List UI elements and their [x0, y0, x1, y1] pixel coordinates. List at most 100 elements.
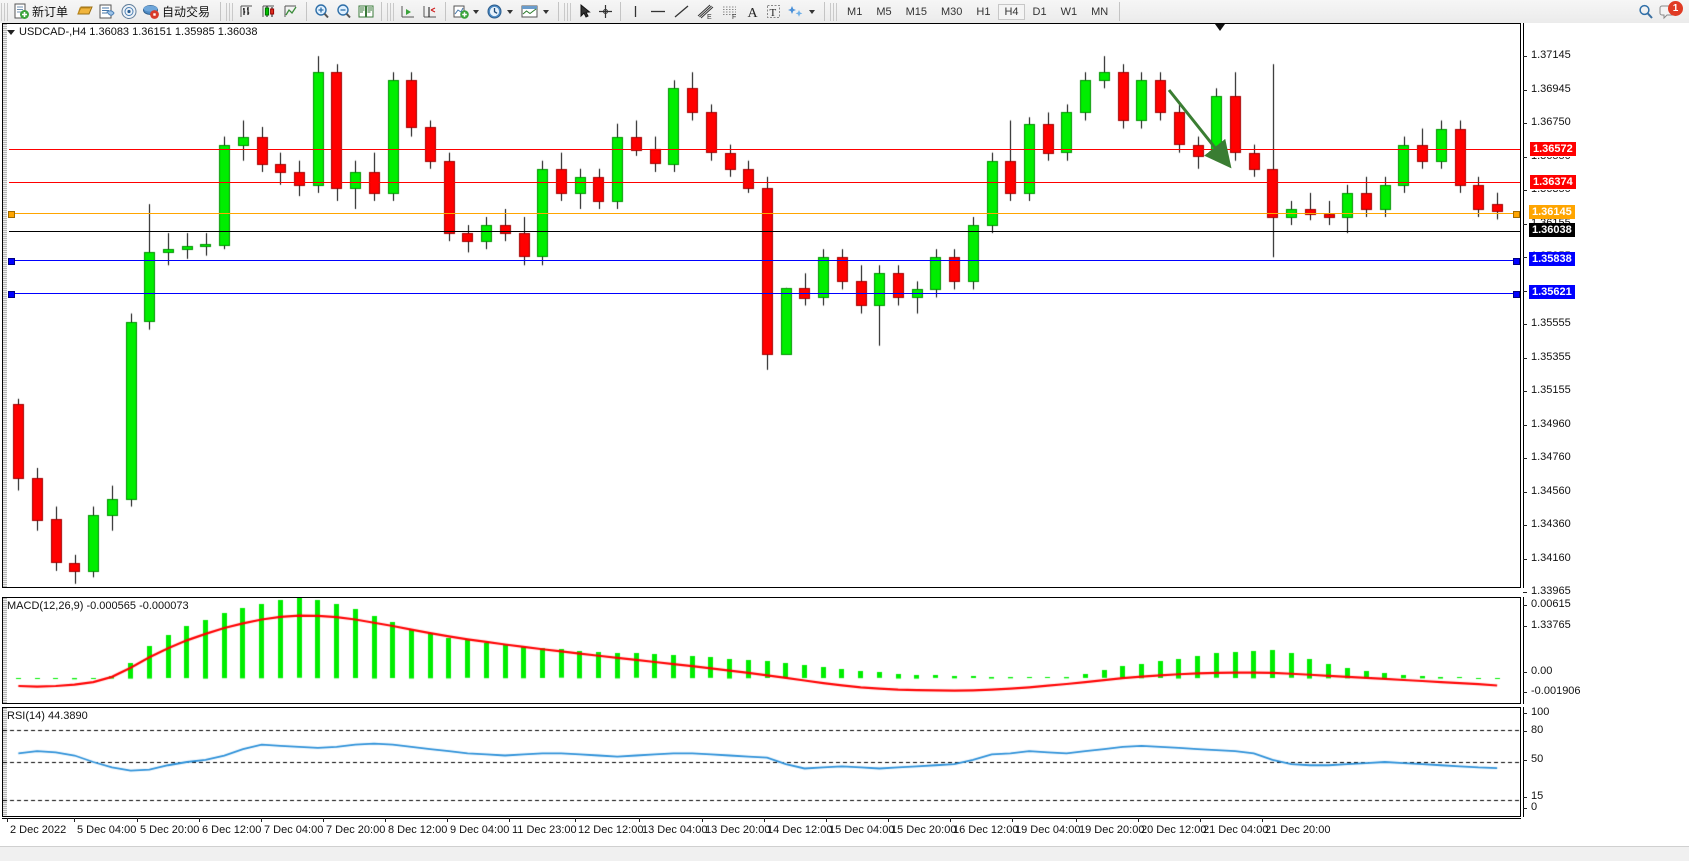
price-tick-mark — [1523, 358, 1527, 359]
toolbar-grip-4[interactable] — [564, 2, 572, 21]
rsi-pane[interactable]: RSI(14) 44.3890 — [2, 707, 1521, 817]
text-icon: A — [748, 6, 759, 20]
macd-tick-label: -0.001906 — [1531, 685, 1581, 697]
timeframe-m5[interactable]: M5 — [876, 5, 892, 18]
chevron-down-icon[interactable] — [473, 9, 480, 14]
new-order-button[interactable]: 新订单 — [11, 1, 74, 22]
pivot-line-tag[interactable]: 1.36145 — [1529, 205, 1575, 219]
time-tick-label: 11 Dec 23:00 — [512, 824, 577, 836]
current-price-line-tag[interactable]: 1.36038 — [1529, 223, 1575, 237]
timeframe-h4[interactable]: H4 — [998, 3, 1025, 20]
equidistant-channel-button[interactable]: E — [694, 1, 718, 22]
bar-chart-button[interactable] — [236, 1, 258, 22]
timeframe-mn[interactable]: MN — [1091, 5, 1109, 18]
price-axis[interactable]: 1.371451.369451.367501.365501.363501.361… — [1523, 23, 1689, 818]
macd-tick-label: 0.00 — [1531, 665, 1553, 677]
notifications-button[interactable]: 1 — [1657, 0, 1683, 22]
rsi-canvas — [3, 708, 1520, 816]
text-button[interactable]: A — [742, 1, 763, 22]
timeframe-m30[interactable]: M30 — [941, 5, 963, 18]
chart-area: USDCAD-,H4 1.36083 1.36151 1.35985 1.360… — [0, 23, 1689, 860]
period-button[interactable] — [484, 1, 518, 22]
support-line-2-anchor-left[interactable] — [8, 291, 15, 298]
text-label-button[interactable]: T — [763, 1, 784, 22]
chart-shift-button[interactable] — [397, 1, 419, 22]
horizontal-line-button[interactable] — [646, 1, 670, 22]
chevron-down-icon-symbol[interactable] — [7, 29, 15, 35]
time-tick-mark — [764, 818, 765, 822]
main-toolbar: 新订单 自动交易 — [0, 0, 1689, 24]
templates-icon — [521, 5, 538, 18]
pivot-line-anchor-left[interactable] — [8, 211, 15, 218]
data-window-icon — [99, 4, 115, 19]
cursor-button[interactable] — [574, 1, 595, 22]
zoom-in-icon — [315, 4, 329, 19]
toolbar-grip-3[interactable] — [387, 2, 395, 21]
auto-trading-button[interactable]: 自动交易 — [140, 1, 216, 22]
toolbar-divider-6 — [620, 2, 622, 21]
support-line-1-anchor-right[interactable] — [1513, 258, 1520, 265]
macd-pane[interactable]: MACD(12,26,9) -0.000565 -0.000073 — [2, 597, 1521, 704]
resistance-line-1-tag[interactable]: 1.36572 — [1529, 141, 1577, 157]
chevron-down-icon-4[interactable] — [809, 9, 816, 14]
zoom-out-button[interactable] — [333, 1, 355, 22]
candlestick-chart-button[interactable] — [258, 1, 280, 22]
chevron-down-icon-2[interactable] — [507, 9, 514, 14]
timeframe-d1[interactable]: D1 — [1032, 5, 1047, 18]
macd-tick-mark — [1523, 605, 1527, 606]
time-tick-mark — [7, 818, 8, 822]
support-line-2-tag[interactable]: 1.35621 — [1529, 285, 1575, 299]
time-tick-mark — [199, 818, 200, 822]
crosshair-button[interactable] — [595, 1, 616, 22]
timeframe-m1[interactable]: M1 — [847, 5, 863, 18]
vertical-line-icon — [634, 6, 637, 17]
market-watch-button[interactable] — [74, 1, 96, 22]
toolbar-grip-5[interactable] — [830, 2, 838, 21]
timeframe-w1[interactable]: W1 — [1060, 5, 1078, 18]
resistance-line-2-tag[interactable]: 1.36374 — [1529, 174, 1577, 190]
resistance-line-2[interactable] — [9, 182, 1520, 183]
data-window-button[interactable] — [96, 1, 118, 22]
navigator-button[interactable] — [118, 1, 140, 22]
macd-label: MACD(12,26,9) -0.000565 -0.000073 — [7, 600, 189, 612]
time-tick-mark — [950, 818, 951, 822]
support-line-1[interactable] — [9, 260, 1520, 261]
current-price-line — [9, 231, 1520, 232]
tile-windows-button[interactable] — [355, 1, 377, 22]
support-line-2-anchor-right[interactable] — [1513, 291, 1520, 298]
support-line-1-tag[interactable]: 1.35838 — [1529, 252, 1575, 266]
chevron-down-icon-3[interactable] — [543, 9, 550, 14]
toolbar-grip-2[interactable] — [226, 2, 234, 21]
candlestick-canvas — [3, 24, 1520, 587]
price-pane[interactable]: USDCAD-,H4 1.36083 1.36151 1.35985 1.360… — [2, 23, 1521, 588]
support-line-1-anchor-left[interactable] — [8, 258, 15, 265]
macd-tick-mark — [1523, 672, 1527, 673]
add-indicator-button[interactable] — [450, 1, 484, 22]
vertical-line-button[interactable] — [625, 1, 646, 22]
trendline-button[interactable] — [670, 1, 694, 22]
time-tick-label: 13 Dec 04:00 — [642, 824, 708, 836]
timeframe-h1[interactable]: H1 — [976, 5, 991, 18]
toolbar-grip[interactable] — [1, 2, 8, 21]
pivot-line-anchor-right[interactable] — [1513, 211, 1520, 218]
line-chart-button[interactable] — [280, 1, 302, 22]
timeframe-m15[interactable]: M15 — [905, 5, 927, 18]
time-tick-mark — [702, 818, 703, 822]
support-line-2[interactable] — [9, 293, 1520, 294]
auto-scroll-button[interactable] — [419, 1, 441, 22]
time-tick-mark — [1200, 818, 1201, 822]
shapes-button[interactable] — [784, 1, 820, 22]
time-tick-label: 21 Dec 04:00 — [1203, 824, 1269, 836]
resistance-line-1[interactable] — [9, 149, 1520, 150]
fibonacci-button[interactable]: F — [718, 1, 742, 22]
zoom-in-button[interactable] — [311, 1, 333, 22]
search-button[interactable] — [1635, 1, 1657, 22]
time-axis[interactable]: 2 Dec 2022 5 Dec 04:00 5 Dec 20:00 6 Dec 12… — [2, 818, 1521, 858]
templates-button[interactable] — [518, 1, 554, 22]
time-axis-line — [2, 818, 1521, 819]
time-tick-label: 21 Dec 20:00 — [1265, 824, 1331, 836]
price-tick-mark — [1523, 559, 1527, 560]
folder-icon — [77, 6, 93, 15]
pivot-line[interactable] — [9, 213, 1520, 214]
price-tick-label: 1.36945 — [1531, 83, 1571, 95]
